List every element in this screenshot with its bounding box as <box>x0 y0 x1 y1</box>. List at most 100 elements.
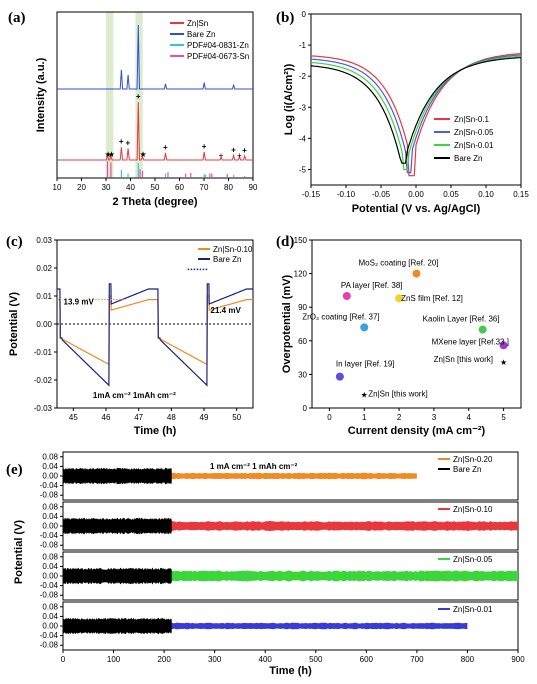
condition-label: 1mA cm⁻² 1mAh cm⁻² <box>93 391 176 400</box>
panel-e: (e)0.080.040.00-0.04-0.08Zn|Sn-0.20Bare … <box>6 451 525 677</box>
x-tick-label: 10 <box>53 183 62 192</box>
legend-label: Zn|Sn-0.05 <box>454 128 494 137</box>
point-marker <box>335 372 344 381</box>
point-label: ZnS film [Ref. 12] <box>401 294 463 303</box>
y-tick-label: -0.03 <box>34 404 53 413</box>
star-mark: ★ <box>140 150 147 159</box>
annotation-right: 21.4 mV <box>211 306 242 315</box>
xrd-reference-0 <box>120 163 246 177</box>
y-tick-label: -4 <box>299 134 307 143</box>
point-marker <box>412 269 421 278</box>
x-tick-label: 400 <box>259 655 273 664</box>
y-tick-label: -0.02 <box>34 376 53 385</box>
point-label: In layer [Ref. 19] <box>336 360 395 369</box>
x-tick-label: 2 <box>397 413 402 422</box>
x-tick-label: 40 <box>126 183 135 192</box>
y-tick-label: 30 <box>298 370 307 379</box>
y-tick-label: -0.04 <box>40 581 59 590</box>
highlight-band-1 <box>135 12 143 178</box>
point-marker <box>342 292 351 300</box>
y-tick-label: -1 <box>299 41 307 50</box>
y-tick-label: -0.04 <box>40 481 59 490</box>
x-tick-label: 300 <box>208 655 222 664</box>
star-mark: ★ <box>108 150 115 159</box>
x-tick-label: 47 <box>134 413 143 422</box>
voltage-band <box>63 517 172 535</box>
y-tick-label: 0.04 <box>42 612 58 621</box>
point-star: ★ <box>361 390 368 399</box>
y-tick-label: 0 <box>303 404 308 413</box>
subpanel-1: 0.080.040.00-0.04-0.08 Zn|Sn-0.10 <box>40 501 519 551</box>
x-tick-label: 800 <box>461 655 475 664</box>
y-tick-label: 0.03 <box>36 236 52 245</box>
y-axis-label: Potential (V) <box>13 520 25 585</box>
y-tick-label: -3 <box>299 103 307 112</box>
x-tick-label: 70 <box>200 183 209 192</box>
xrd-bare-zn-line <box>57 24 253 90</box>
point-label: Zn|Sn [this work] <box>434 355 493 364</box>
plus-mark: + <box>163 143 168 152</box>
y-tick-label: -0.08 <box>40 591 59 600</box>
x-tick-label: 90 <box>249 183 258 192</box>
panel-a-frame <box>56 11 254 179</box>
x-tick-label: 600 <box>360 655 374 664</box>
x-axis-label: Time (h) <box>269 665 312 677</box>
panel-b-frame <box>310 13 522 186</box>
y-tick-label: 0.08 <box>42 502 58 511</box>
y-tick-label: 0.01 <box>36 292 52 301</box>
cycling-line <box>57 283 253 387</box>
x-tick-label: 60 <box>175 183 184 192</box>
plus-mark: + <box>202 142 207 151</box>
subpanel-2: 0.080.040.00-0.04-0.08 Zn|Sn-0.05 <box>40 551 519 601</box>
legend-label: Zn|Sn-0.10 <box>213 245 253 254</box>
y-tick-label: 0.02 <box>36 264 52 273</box>
xrd-znsn-line <box>57 101 253 161</box>
cycling-line <box>57 295 253 366</box>
y-tick-label: 0 <box>302 10 307 19</box>
y-tick-label: -0.01 <box>34 348 53 357</box>
panel-c: (c) 13.9 mV 21.4 mV 1mA cm⁻² 1mAh cm⁻² 45 46 4… <box>6 234 254 437</box>
panel-e-label: (e) <box>6 462 23 478</box>
point-label: MoS₂ coating [Ref. 20] <box>359 259 439 268</box>
x-tick-label: 50 <box>232 413 241 422</box>
x-tick-label: 0.00 <box>408 190 424 199</box>
panel-b-label: (b) <box>276 10 294 26</box>
voltage-band <box>63 521 518 531</box>
plus-mark: + <box>126 138 131 147</box>
highlight-band-0 <box>106 12 114 178</box>
x-tick-label: 46 <box>102 413 111 422</box>
x-tick-label: 5 <box>501 413 506 422</box>
legend-label: Zn|Sn-0.20 <box>453 455 493 464</box>
plus-mark: + <box>237 151 242 160</box>
point-star: ★ <box>500 358 507 367</box>
y-axis-label: Intensity (a.u.) <box>35 57 47 132</box>
x-axis-label: Potential (V vs. Ag/AgCl) <box>352 203 481 215</box>
tafel-line <box>310 54 522 174</box>
x-tick-label: -0.10 <box>337 190 356 199</box>
y-tick-label: 60 <box>298 337 307 346</box>
point-marker <box>499 341 508 350</box>
plus-mark: + <box>219 151 224 160</box>
y-axis-label: Overpotential (mV) <box>281 274 293 373</box>
voltage-band <box>63 467 172 485</box>
y-tick-label: 0.00 <box>42 472 58 481</box>
x-tick-label: 0.05 <box>443 190 459 199</box>
y-tick-label: 150 <box>294 236 308 245</box>
y-tick-label: 0.00 <box>42 522 58 531</box>
x-axis-label: 2 Theta (degree) <box>113 196 198 208</box>
x-tick-label: 45 <box>69 413 78 422</box>
plus-mark: + <box>242 146 247 155</box>
condition-label: 1 mA cm⁻² 1 mAh cm⁻² <box>210 462 298 471</box>
y-tick-label: 0.04 <box>42 512 58 521</box>
x-tick-label: 50 <box>151 183 160 192</box>
y-tick-label: 0.00 <box>42 572 58 581</box>
legend-label: Bare Zn <box>187 30 215 39</box>
y-tick-label: -0.08 <box>40 641 59 650</box>
y-tick-label: 0.04 <box>42 562 58 571</box>
x-axis-label: Current density (mA cm⁻²) <box>348 425 486 437</box>
x-tick-label: 100 <box>107 655 121 664</box>
x-tick-label: 49 <box>200 413 209 422</box>
panel-c-label: (c) <box>6 234 23 250</box>
y-tick-label: 0.00 <box>42 622 58 631</box>
